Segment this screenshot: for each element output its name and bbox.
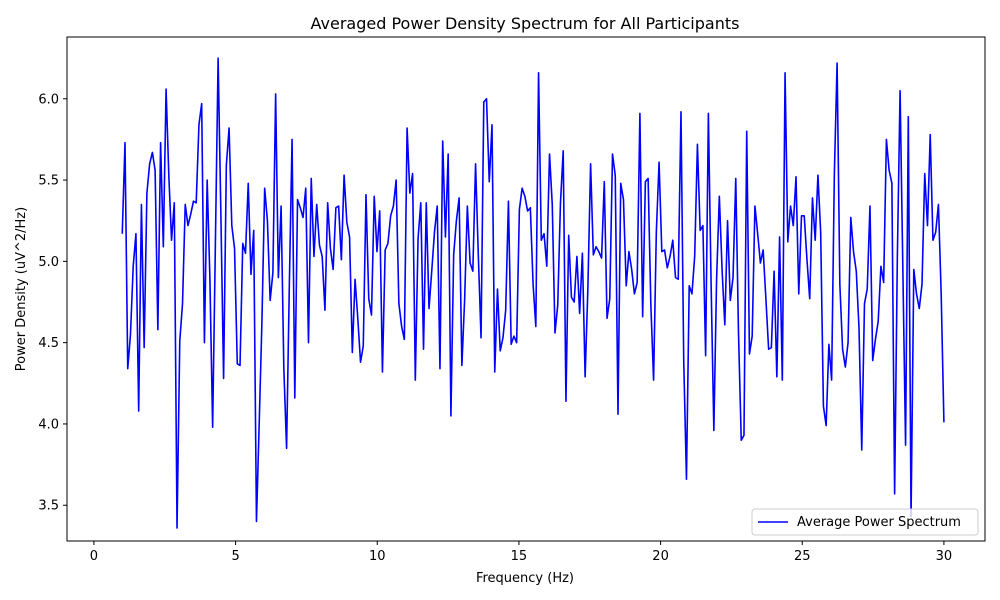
y-axis: 3.5 4.0 4.5 5.0 5.5 6.0 [38,92,67,514]
x-tick-label: 25 [794,549,811,564]
x-tick-label: 5 [231,549,239,564]
legend-box [751,508,979,536]
x-tick-label: 30 [936,549,953,564]
x-axis: 0 5 10 15 20 25 30 [90,541,952,564]
y-tick-label: 5.5 [38,174,59,189]
legend: Average Power Spectrum [751,508,979,536]
y-tick-label: 5.0 [38,255,59,270]
y-tick-label: 4.0 [38,417,59,432]
x-tick-label: 20 [652,549,669,564]
x-tick-label: 15 [511,549,528,564]
x-axis-label: Frequency (Hz) [476,571,574,586]
y-axis-label: Power Density (uV^2/Hz) [14,207,29,371]
y-tick-label: 4.5 [38,336,59,351]
chart-title: Averaged Power Density Spectrum for All … [311,14,740,33]
plot-frame [66,36,986,542]
plot-area [121,57,945,529]
y-tick-label: 6.0 [38,92,59,107]
x-tick-label: 0 [90,549,98,564]
series-line-average-power-spectrum [121,57,945,529]
x-tick-label: 10 [369,549,386,564]
legend-label: Average Power Spectrum [797,515,961,530]
y-tick-label: 3.5 [38,499,59,514]
